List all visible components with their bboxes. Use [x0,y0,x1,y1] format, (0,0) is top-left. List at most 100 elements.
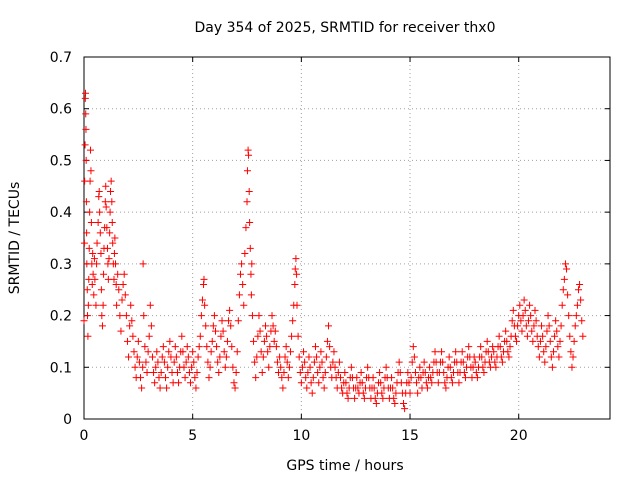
data-point [392,389,400,397]
data-point [84,332,92,340]
data-point [369,374,377,382]
data-point [143,368,151,376]
data-point [535,353,543,361]
data-point [246,244,254,252]
data-point [377,379,385,387]
data-point [379,394,387,402]
data-point [322,353,330,361]
data-point [156,384,164,392]
data-point [423,384,431,392]
data-point [159,343,167,351]
data-point [320,384,328,392]
data-point [222,353,230,361]
data-point [87,218,95,226]
data-point [157,368,165,376]
data-point [490,348,498,356]
data-point [396,368,404,376]
data-point [103,224,111,232]
data-point [131,363,139,371]
data-point [94,218,102,226]
data-point [217,332,225,340]
data-point [536,337,544,345]
data-point [164,363,172,371]
data-point [283,358,291,366]
data-point [150,368,158,376]
data-point [106,229,114,237]
data-point [87,167,95,175]
data-point [146,301,154,309]
y-tick-label: 0.6 [50,102,72,118]
data-point [139,363,147,371]
data-point [245,151,253,159]
data-point [502,327,510,335]
data-point [343,389,351,397]
data-point [245,187,253,195]
data-point [254,332,262,340]
data-point [87,146,95,154]
data-point [243,198,251,206]
data-point [215,368,223,376]
data-point [317,348,325,356]
data-point [560,275,568,283]
data-point [238,260,246,268]
data-point [498,358,506,366]
data-point [390,394,398,402]
data-point [90,255,98,263]
data-point [561,260,569,268]
data-point [89,270,97,278]
data-point [133,353,141,361]
data-point [96,208,104,216]
data-point [497,353,505,361]
data-point [93,260,101,268]
data-point [269,322,277,330]
data-point [208,337,216,345]
data-point [88,281,96,289]
y-tick-label: 0.1 [50,360,72,376]
data-point [119,281,127,289]
data-point [371,394,379,402]
data-point [183,343,191,351]
data-point [289,317,297,325]
data-point [193,368,201,376]
data-point [370,384,378,392]
data-point [120,270,128,278]
data-point [528,327,536,335]
data-point [225,317,233,325]
data-point [421,368,429,376]
data-point [503,337,511,345]
data-point [492,363,500,371]
data-point [204,358,212,366]
data-point [138,384,146,392]
data-point [97,286,105,294]
data-point [92,301,100,309]
data-point [326,343,334,351]
data-point [404,368,412,376]
data-point [98,322,106,330]
data-point [579,332,587,340]
data-point [277,363,285,371]
data-point [306,363,314,371]
data-point [391,399,399,407]
data-point [90,291,98,299]
data-point [358,379,366,387]
data-point [96,229,104,237]
data-point [155,374,163,382]
data-point [85,275,93,283]
data-point [325,322,333,330]
data-point [247,270,255,278]
data-point [576,281,584,289]
data-point [389,384,397,392]
data-point [293,301,301,309]
data-point [428,379,436,387]
data-point [473,374,481,382]
data-point [461,374,469,382]
data-point [568,363,576,371]
data-point [376,368,384,376]
data-point [212,327,219,335]
data-point [523,332,531,340]
data-point [240,301,248,309]
data-point [261,322,269,330]
data-point [83,286,91,294]
data-point [272,343,280,351]
data-point [248,260,256,268]
